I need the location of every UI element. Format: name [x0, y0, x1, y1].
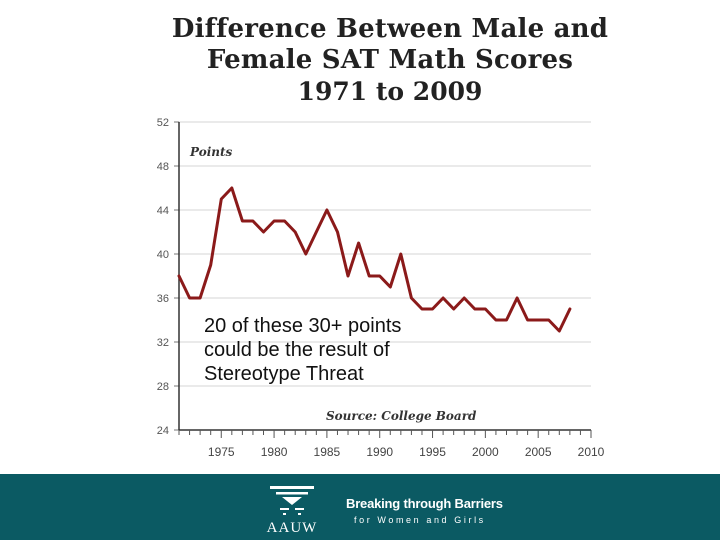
- x-tick-label: 1985: [314, 445, 341, 459]
- plot-area: [179, 122, 591, 430]
- source-label: Source: College Board: [326, 409, 477, 423]
- aauw-logo-icon: [270, 486, 314, 515]
- y-tick-label: 40: [157, 249, 169, 261]
- chart-title: Difference Between Male and Female SAT M…: [150, 14, 630, 108]
- annotation-text: 20 of these 30+ points could be the resu…: [204, 315, 402, 385]
- logo-text: AAUW: [266, 520, 318, 536]
- subtagline: for Women and Girls: [354, 515, 486, 525]
- x-tick-label: 1990: [366, 445, 393, 459]
- x-tick-label: 2010: [578, 445, 605, 459]
- line-chart: 24 28 32 36 40 44 48 52 1975 1980 1985 1990 1995 2000…: [157, 117, 605, 459]
- x-tick-label: 1975: [208, 445, 235, 459]
- y-tick-label: 32: [157, 337, 169, 349]
- title-line-3: 1971 to 2009: [297, 77, 483, 106]
- y-tick-label: 48: [157, 161, 169, 173]
- x-tick-label: 1980: [261, 445, 288, 459]
- tagline: Breaking through Barriers: [346, 496, 503, 511]
- title-line-1: Difference Between Male and: [171, 14, 609, 44]
- y-tick-label: 44: [157, 205, 169, 217]
- x-tick-label: 2000: [472, 445, 499, 459]
- footer-banner: AAUW Breaking through Barriers for Women…: [0, 474, 720, 540]
- title-line-2: Female SAT Math Scores: [206, 45, 574, 75]
- series-line: [177, 186, 572, 333]
- x-tick-label: 1995: [419, 445, 446, 459]
- y-tick-label: 24: [157, 425, 169, 437]
- y-tick-label: 52: [157, 117, 169, 129]
- y-tick-label: 28: [157, 381, 169, 393]
- y-tick-label: 36: [157, 293, 169, 305]
- y-axis-label: Points: [189, 145, 233, 159]
- x-tick-label: 2005: [525, 445, 552, 459]
